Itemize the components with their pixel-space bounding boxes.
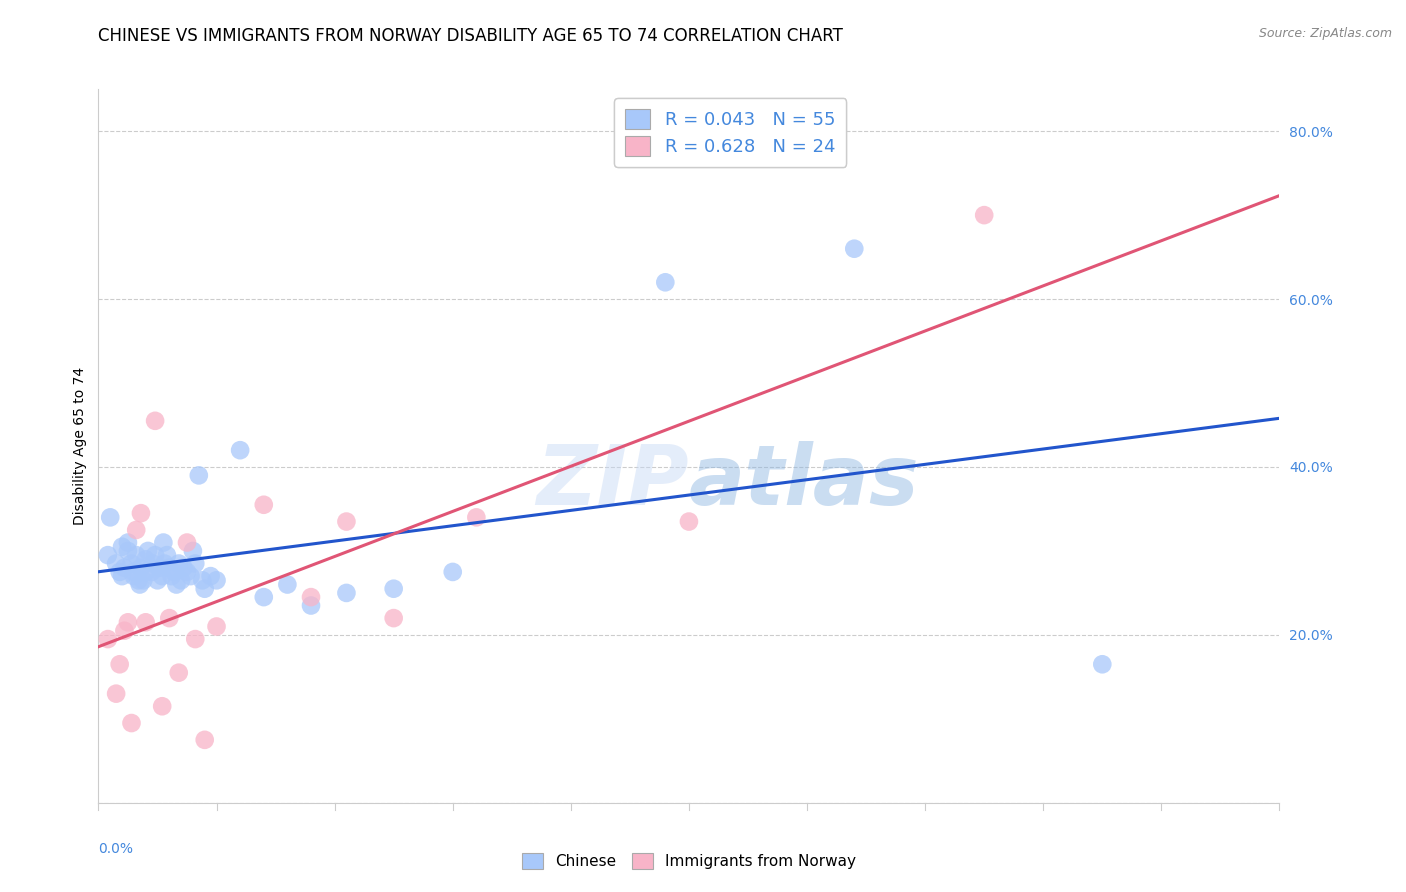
Legend: Chinese, Immigrants from Norway: Chinese, Immigrants from Norway — [516, 847, 862, 875]
Text: Source: ZipAtlas.com: Source: ZipAtlas.com — [1258, 27, 1392, 40]
Point — [165, 577, 187, 591]
Point — [299, 599, 322, 613]
Point — [170, 574, 193, 588]
Point — [121, 557, 143, 571]
Point — [191, 574, 214, 588]
Point — [135, 565, 157, 579]
Point — [146, 574, 169, 588]
Point — [465, 510, 488, 524]
Point — [382, 611, 405, 625]
Point — [844, 242, 866, 256]
Y-axis label: Disability Age 65 to 74: Disability Age 65 to 74 — [73, 367, 87, 525]
Point — [335, 515, 357, 529]
Point — [181, 544, 204, 558]
Point — [125, 523, 148, 537]
Point — [157, 611, 180, 625]
Point — [105, 687, 128, 701]
Point — [205, 619, 228, 633]
Point — [180, 569, 202, 583]
Text: 0.0%: 0.0% — [98, 842, 134, 856]
Point — [156, 548, 179, 562]
Point — [172, 560, 194, 574]
Point — [143, 414, 166, 428]
Point — [135, 615, 157, 630]
Point — [121, 716, 143, 731]
Point — [132, 574, 155, 588]
Point — [135, 552, 157, 566]
Legend: R = 0.043   N = 55, R = 0.628   N = 24: R = 0.043 N = 55, R = 0.628 N = 24 — [614, 98, 846, 167]
Point — [128, 574, 150, 588]
Point — [167, 557, 190, 571]
Point — [98, 510, 121, 524]
Point — [678, 515, 700, 529]
Point — [194, 732, 217, 747]
Point — [97, 548, 120, 562]
Point — [253, 498, 276, 512]
Point — [150, 569, 173, 583]
Point — [184, 557, 207, 571]
Point — [335, 586, 357, 600]
Point — [129, 506, 152, 520]
Point — [112, 560, 135, 574]
Point — [187, 468, 209, 483]
Point — [117, 615, 139, 630]
Point — [111, 569, 134, 583]
Point — [299, 590, 322, 604]
Point — [276, 577, 298, 591]
Point — [150, 699, 173, 714]
Point — [160, 569, 183, 583]
Point — [194, 582, 217, 596]
Point — [152, 535, 174, 549]
Point — [253, 590, 276, 604]
Point — [176, 565, 198, 579]
Point — [205, 574, 228, 588]
Point — [122, 569, 145, 583]
Point — [157, 560, 180, 574]
Point — [128, 577, 150, 591]
Point — [122, 565, 145, 579]
Point — [441, 565, 464, 579]
Point — [117, 544, 139, 558]
Point — [1091, 657, 1114, 672]
Point — [200, 569, 222, 583]
Point — [136, 544, 159, 558]
Point — [112, 624, 135, 638]
Point — [143, 548, 166, 562]
Text: CHINESE VS IMMIGRANTS FROM NORWAY DISABILITY AGE 65 TO 74 CORRELATION CHART: CHINESE VS IMMIGRANTS FROM NORWAY DISABI… — [98, 27, 844, 45]
Point — [149, 560, 172, 574]
Point — [141, 565, 163, 579]
Point — [108, 657, 131, 672]
Point — [229, 443, 252, 458]
Point — [97, 632, 120, 646]
Point — [382, 582, 405, 596]
Point — [108, 565, 131, 579]
Point — [111, 540, 134, 554]
Point — [973, 208, 995, 222]
Point — [105, 557, 128, 571]
Point — [153, 557, 176, 571]
Point — [117, 535, 139, 549]
Point — [129, 560, 152, 574]
Point — [176, 535, 198, 549]
Point — [654, 275, 676, 289]
Text: ZIP: ZIP — [536, 442, 689, 522]
Point — [163, 565, 186, 579]
Point — [142, 557, 165, 571]
Text: atlas: atlas — [689, 442, 920, 522]
Point — [125, 548, 148, 562]
Point — [167, 665, 190, 680]
Point — [184, 632, 207, 646]
